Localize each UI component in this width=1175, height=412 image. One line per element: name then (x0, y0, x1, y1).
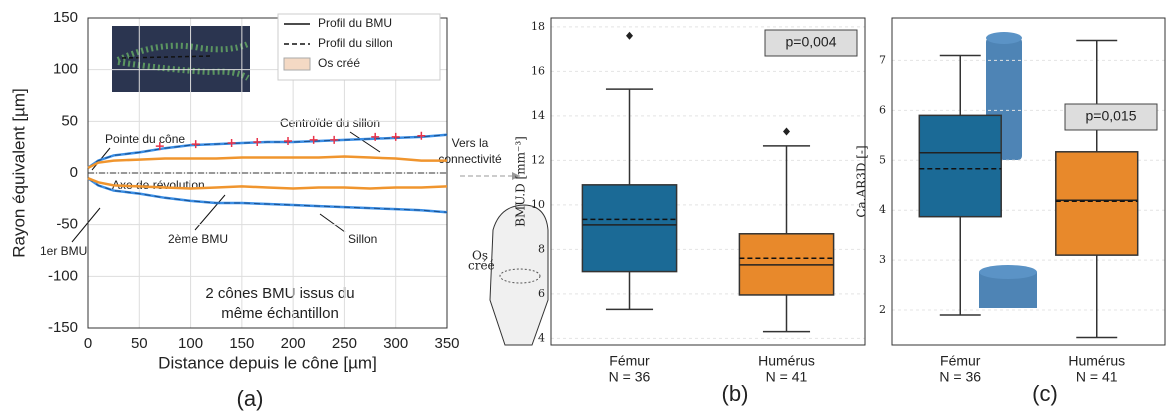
y-tick-label: 5 (879, 153, 886, 166)
y-tick-label: 6 (879, 103, 886, 116)
y-tick-label: 150 (53, 9, 78, 26)
y-tick-label: 14 (531, 109, 545, 122)
profile-line (87, 155, 447, 169)
centroid (371, 132, 380, 141)
y-tick-label: 2 (879, 303, 886, 316)
category-label: Fémur (940, 353, 981, 369)
x-tick-label: 50 (131, 335, 148, 352)
category-label: Humérus (758, 353, 815, 369)
centroid (391, 132, 400, 141)
y-tick-label: -100 (48, 267, 78, 284)
y-tick-label: -150 (48, 319, 78, 336)
y-tick-label: 16 (531, 64, 545, 77)
n-label: N = 36 (609, 369, 651, 385)
x-tick-label: 200 (281, 335, 306, 352)
x-tick-label: 0 (84, 335, 92, 352)
annotation: 1er BMU (40, 244, 87, 258)
x-tick-label: 300 (383, 335, 408, 352)
y-tick-label: 7 (879, 53, 886, 66)
panel-label: (b) (722, 381, 749, 406)
x-tick-label: 100 (178, 335, 203, 352)
y-axis-label: BMU.D [mm⁻³] (514, 136, 528, 227)
y-tick-label: 12 (531, 153, 545, 166)
annotation: Os (472, 249, 488, 263)
annotation: Sillon (348, 232, 377, 246)
y-tick-label: 10 (531, 198, 545, 211)
annotation: 2ème BMU (168, 232, 228, 246)
note: même échantillon (221, 305, 339, 322)
y-tick-label: 6 (538, 287, 545, 300)
plot-frame (550, 17, 866, 346)
profile-dash (87, 177, 448, 213)
panel-label: (c) (1032, 381, 1058, 406)
inset-line (121, 55, 213, 59)
y-tick-label: -50 (56, 216, 78, 233)
y-tick-label: 0 (70, 164, 78, 181)
annotation: Centroïde du sillon (280, 116, 380, 130)
annotation-arrow (349, 131, 381, 153)
n-label: N = 41 (766, 369, 808, 385)
y-tick-label: 8 (538, 242, 545, 255)
y-axis-label: Rayon équivalent [µm] (9, 88, 28, 258)
y-tick-label: 100 (53, 61, 78, 78)
box (1055, 151, 1139, 256)
y-tick-label: 50 (61, 112, 78, 129)
y-tick-label: 18 (531, 20, 545, 33)
n-label: N = 36 (939, 369, 981, 385)
y-tick-label: 3 (879, 253, 886, 266)
plot-frame (891, 17, 1166, 346)
note: 2 cônes BMU issus du (205, 285, 354, 302)
x-tick-label: 150 (229, 335, 254, 352)
inset-texture (116, 41, 250, 81)
p-value-box (1064, 103, 1158, 131)
arrow-head (512, 172, 520, 180)
annotation-arrow (71, 207, 101, 243)
y-axis-label: Ca.AR3D [-] (855, 145, 869, 217)
n-label: N = 41 (1076, 369, 1118, 385)
y-tick-label: 4 (538, 331, 545, 344)
annotation: connectivité (438, 152, 502, 166)
x-tick-label: 250 (332, 335, 357, 352)
box (581, 184, 678, 273)
outlier (783, 127, 790, 136)
annotation: Vers la (452, 136, 489, 150)
centroid (227, 139, 236, 148)
p-value-box (764, 29, 858, 57)
outlier (626, 31, 633, 40)
centroid (155, 142, 164, 151)
legend-label: Profil du BMU (318, 16, 392, 30)
annotation: créé (468, 259, 495, 273)
panel-label: (a) (237, 386, 264, 411)
inset-image (112, 26, 250, 92)
category-label: Fémur (609, 353, 650, 369)
centroid (191, 140, 200, 149)
p-value: p=0,015 (1086, 108, 1137, 124)
legend-label: Os créé (318, 56, 360, 70)
x-tick-label: 350 (434, 335, 459, 352)
box (918, 114, 1002, 218)
centroid (417, 131, 426, 140)
cylinder-top (986, 32, 1022, 44)
legend-swatch (283, 57, 311, 71)
cone-ring (499, 268, 541, 284)
legend-label: Profil du sillon (318, 36, 393, 50)
x-axis-label: Distance depuis le cône [µm] (158, 353, 377, 372)
cone-diagram (489, 204, 549, 346)
centroid (284, 136, 293, 145)
centroid (309, 135, 318, 144)
y-tick-label: 4 (879, 203, 886, 216)
centroid (330, 135, 339, 144)
cylinder-top (979, 265, 1037, 279)
centroid (253, 138, 262, 146)
profile-line (87, 177, 448, 190)
annotation-arrow (319, 213, 346, 233)
category-label: Humérus (1068, 353, 1125, 369)
p-value: p=0,004 (786, 34, 837, 50)
annotation: Pointe du cône (105, 132, 185, 146)
